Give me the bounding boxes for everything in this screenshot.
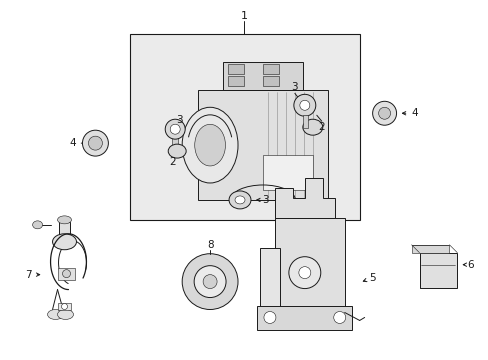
Text: 7: 7 — [25, 270, 32, 280]
Ellipse shape — [194, 124, 225, 166]
Polygon shape — [274, 178, 334, 218]
Text: 3: 3 — [291, 82, 298, 93]
Text: 2: 2 — [168, 157, 175, 167]
Ellipse shape — [299, 100, 309, 110]
Ellipse shape — [88, 136, 102, 150]
Ellipse shape — [168, 144, 186, 158]
Ellipse shape — [58, 216, 71, 224]
Ellipse shape — [372, 101, 396, 125]
Bar — [260, 248, 279, 312]
Bar — [227, 76, 244, 86]
Ellipse shape — [182, 107, 238, 183]
Text: 4: 4 — [69, 138, 76, 148]
Circle shape — [264, 311, 275, 323]
Bar — [263, 76, 278, 86]
Ellipse shape — [378, 107, 390, 119]
Ellipse shape — [165, 119, 185, 139]
Text: 3: 3 — [176, 115, 182, 125]
Ellipse shape — [170, 124, 180, 134]
Ellipse shape — [302, 119, 322, 135]
Bar — [58, 268, 75, 280]
Circle shape — [182, 254, 238, 310]
Bar — [263, 64, 278, 75]
Text: 5: 5 — [368, 273, 375, 283]
Ellipse shape — [58, 310, 73, 319]
Bar — [274, 218, 344, 307]
Circle shape — [203, 275, 217, 289]
Bar — [302, 115, 307, 128]
Circle shape — [333, 311, 345, 323]
Circle shape — [194, 266, 225, 298]
Text: 3: 3 — [262, 195, 269, 205]
Ellipse shape — [52, 234, 76, 250]
Bar — [223, 62, 302, 90]
Text: 8: 8 — [206, 240, 213, 250]
Circle shape — [62, 270, 70, 278]
Ellipse shape — [47, 310, 63, 319]
Ellipse shape — [293, 94, 315, 116]
Circle shape — [288, 257, 320, 289]
Bar — [263, 155, 312, 190]
Bar — [227, 64, 244, 75]
Bar — [59, 222, 70, 242]
Text: 6: 6 — [466, 260, 473, 270]
Text: 2: 2 — [318, 122, 325, 132]
Ellipse shape — [235, 196, 244, 204]
Ellipse shape — [82, 130, 108, 156]
Bar — [198, 90, 327, 200]
Ellipse shape — [228, 191, 250, 209]
Bar — [256, 306, 351, 330]
Ellipse shape — [33, 221, 42, 229]
Text: 1: 1 — [240, 11, 247, 21]
Circle shape — [298, 267, 310, 279]
Bar — [419, 253, 456, 288]
Circle shape — [61, 303, 67, 310]
Bar — [58, 302, 71, 310]
Text: 4: 4 — [410, 108, 417, 118]
Bar — [411, 245, 448, 253]
Bar — [130, 33, 359, 220]
Bar — [172, 134, 178, 145]
